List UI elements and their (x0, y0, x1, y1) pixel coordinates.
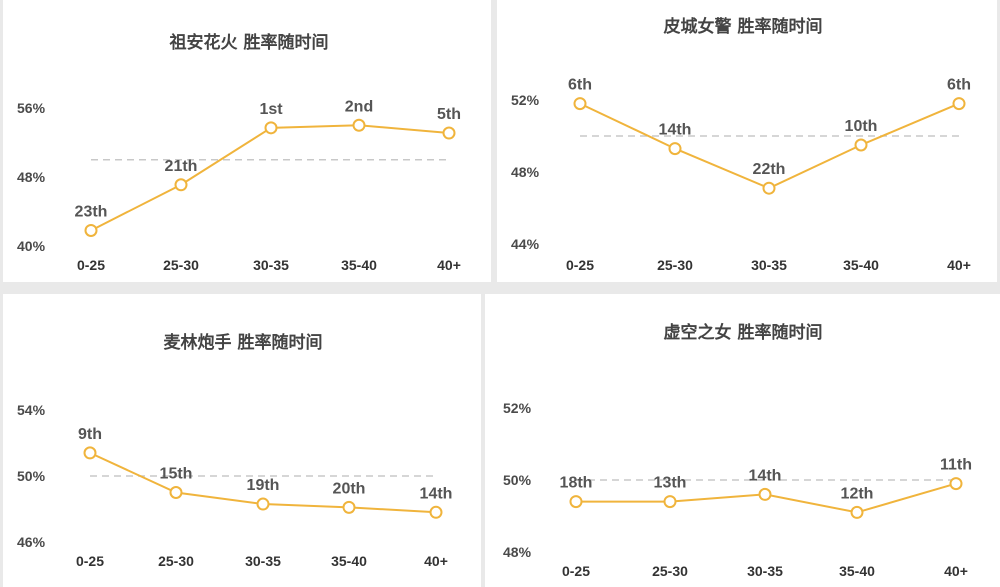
x-tick-label: 30-35 (751, 257, 787, 273)
data-point (84, 223, 98, 237)
data-label: 14th (749, 467, 782, 484)
data-label: 19th (247, 477, 280, 494)
data-point (169, 486, 183, 499)
x-tick-label: 0-25 (566, 257, 594, 273)
data-point (264, 121, 278, 135)
x-tick-label: 0-25 (562, 563, 590, 579)
x-tick-label: 30-35 (245, 553, 281, 569)
data-label: 6th (947, 77, 971, 94)
line-chart-3: 麦林炮手 胜率随时间 46% 50% 54% 9th 15th 19th 20th 14th 0-… (17, 332, 453, 569)
data-point (758, 487, 772, 501)
y-tick-label: 54% (17, 402, 46, 418)
chart-panel-3: 麦林炮手 胜率随时间 46% 50% 54% 9th 15th 19th 20th 14th 0-… (3, 294, 481, 587)
data-label: 6th (568, 77, 592, 94)
data-label: 5th (437, 106, 461, 123)
data-label: 21th (165, 158, 198, 175)
data-label: 9th (78, 426, 102, 443)
data-label: 13th (654, 475, 687, 492)
x-tick-label: 25-30 (163, 257, 199, 273)
data-label: 15th (160, 466, 193, 483)
x-tick-label: 0-25 (77, 257, 105, 273)
data-point (850, 505, 864, 519)
y-tick-label: 56% (17, 100, 46, 116)
y-tick-label: 44% (511, 236, 540, 252)
x-tick-label: 25-30 (652, 563, 688, 579)
chart-panel-1: 祖安花火 胜率随时间 40% 48% 56% 23th 21th 1st 2nd 5th 0-25… (3, 0, 491, 282)
x-tick-label: 30-35 (253, 257, 289, 273)
x-tick-label: 25-30 (657, 257, 693, 273)
series-line (90, 124, 450, 232)
data-point (663, 495, 677, 509)
data-point (83, 446, 97, 460)
x-tick-label: 0-25 (76, 553, 104, 569)
chart-title: 皮城女警 胜率随时间 (664, 16, 823, 37)
line-chart-1: 祖安花火 胜率随时间 40% 48% 56% 23th 21th 1st 2nd 5th 0-25… (17, 32, 461, 273)
data-point (952, 97, 966, 111)
line-chart-4: 虚空之女 胜率随时间 48% 50% 52% 18th 13th 14th 12th 11th 0… (503, 322, 972, 579)
y-tick-label: 52% (511, 92, 540, 108)
x-tick-label: 30-35 (747, 563, 783, 579)
x-tick-label: 40+ (424, 553, 448, 569)
y-tick-label: 48% (503, 544, 532, 560)
data-label: 1st (259, 101, 283, 118)
data-point (256, 497, 270, 511)
data-point (442, 126, 456, 140)
chart-panel-2: 皮城女警 胜率随时间 44% 48% 52% 6th 14th 22th 10th 6th 0-2… (497, 0, 997, 282)
data-point (429, 505, 443, 519)
x-tick-label: 40+ (944, 563, 968, 579)
data-label: 14th (420, 485, 453, 502)
chart-title: 麦林炮手 胜率随时间 (164, 332, 323, 353)
x-tick-label: 40+ (437, 257, 461, 273)
data-label: 18th (560, 475, 593, 492)
data-label: 14th (659, 122, 692, 139)
y-tick-label: 46% (17, 534, 46, 550)
data-point (573, 97, 587, 111)
y-tick-label: 48% (17, 169, 46, 185)
x-tick-label: 35-40 (341, 257, 377, 273)
y-tick-label: 50% (503, 472, 532, 488)
data-point (569, 495, 583, 509)
data-label: 12th (841, 485, 874, 502)
y-tick-label: 52% (503, 400, 532, 416)
data-point (762, 181, 776, 195)
data-point (949, 477, 963, 491)
data-point (352, 118, 366, 132)
data-label: 11th (940, 457, 972, 474)
x-tick-label: 35-40 (843, 257, 879, 273)
data-point (174, 178, 188, 192)
x-tick-label: 35-40 (331, 553, 367, 569)
data-point (854, 138, 868, 152)
data-label: 2nd (345, 98, 373, 115)
y-tick-label: 40% (17, 238, 46, 254)
x-tick-label: 25-30 (158, 553, 194, 569)
y-tick-label: 50% (17, 468, 46, 484)
line-chart-2: 皮城女警 胜率随时间 44% 48% 52% 6th 14th 22th 10th 6th 0-2… (511, 16, 971, 273)
data-point (342, 500, 356, 514)
x-tick-label: 40+ (947, 257, 971, 273)
data-label: 23th (75, 203, 108, 220)
data-label: 22th (753, 161, 786, 178)
chart-title: 祖安花火 胜率随时间 (169, 32, 329, 53)
y-tick-label: 48% (511, 164, 540, 180)
data-point (668, 142, 682, 156)
chart-title: 虚空之女 胜率随时间 (664, 322, 823, 343)
data-label: 10th (845, 118, 878, 135)
data-label: 20th (333, 480, 366, 497)
chart-panel-4: 虚空之女 胜率随时间 48% 50% 52% 18th 13th 14th 12th 11th 0… (485, 294, 1000, 587)
x-tick-label: 35-40 (839, 563, 875, 579)
